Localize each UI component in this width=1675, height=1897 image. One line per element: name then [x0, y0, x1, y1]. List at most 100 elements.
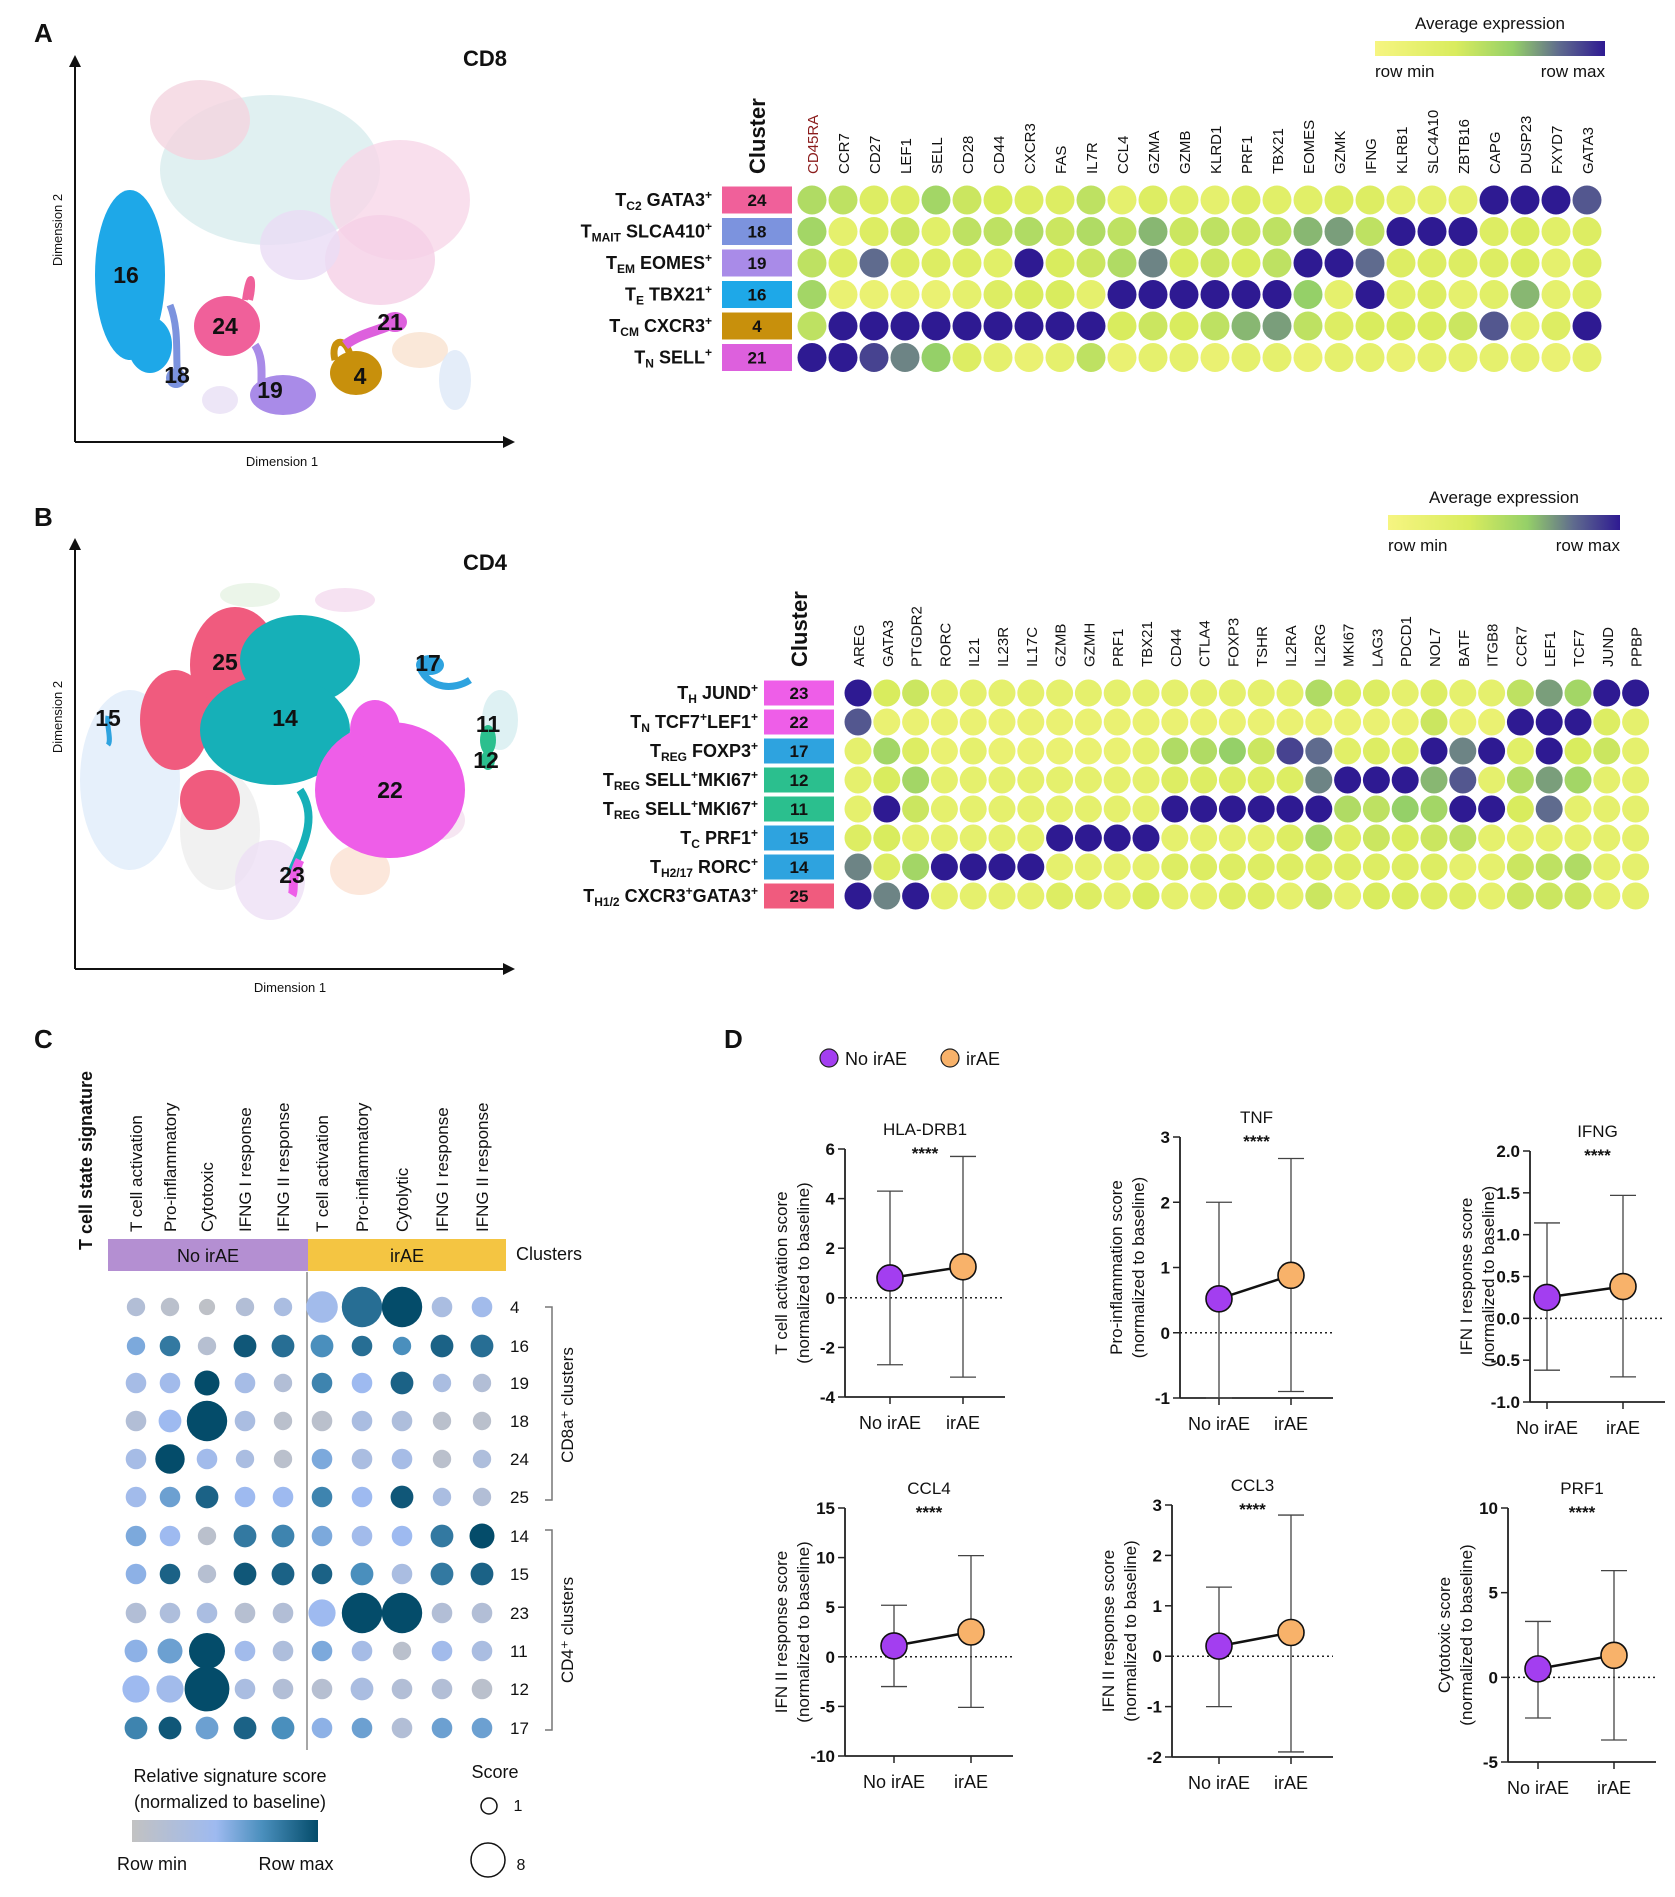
row-label-base: T: [609, 316, 620, 336]
heatmap-dot: [1161, 882, 1189, 910]
signature-dot: [273, 1297, 293, 1317]
row-label: TREG SELL+MKI67+: [603, 768, 758, 793]
y-tick-label: 0: [1153, 1647, 1162, 1666]
heatmap-dot: [1107, 280, 1137, 309]
heatmap-dot: [1247, 679, 1275, 707]
heatmap-dot: [1305, 766, 1333, 794]
signature-dot: [195, 1716, 219, 1740]
heatmap-dot: [930, 795, 958, 823]
heatmap-dot: [1506, 708, 1534, 736]
heatmap-dot: [1449, 737, 1477, 765]
cluster-shape-21: [383, 312, 407, 332]
cluster-box-label: 22: [790, 713, 809, 732]
cluster-shape-24: [194, 296, 260, 356]
signature-dot: [189, 1633, 225, 1669]
heatmap-dot: [828, 185, 858, 215]
heatmap-dot: [1074, 737, 1102, 765]
heatmap-dot: [1014, 185, 1044, 215]
heatmap-dot: [1449, 766, 1477, 794]
cluster-box: [722, 218, 792, 245]
heatmap-dot: [1045, 185, 1075, 215]
heatmap-dot: [1161, 737, 1189, 765]
gene-label: IFNG: [1363, 138, 1380, 174]
gene-label: CD44: [1168, 629, 1185, 667]
heatmap-dot: [1334, 679, 1362, 707]
heatmap-dot: [1103, 795, 1131, 823]
signature-dot: [351, 1717, 373, 1739]
heatmap-dot: [890, 311, 920, 341]
y-title: T cell state signature: [76, 1071, 96, 1250]
heatmap-dot: [1276, 853, 1304, 881]
heatmap-dot: [1132, 679, 1160, 707]
signature-dot: [341, 1592, 383, 1634]
heatmap-dot: [1190, 824, 1218, 852]
chart-title: CCL3: [1231, 1476, 1274, 1495]
heatmap-dot: [1535, 824, 1563, 852]
size-legend-small-label: 1: [514, 1798, 523, 1815]
heatmap-dot: [1449, 882, 1477, 910]
heatmap-dot: [1506, 882, 1534, 910]
heatmap-dot: [1593, 679, 1621, 707]
heatmap-cd4: Average expression row min row max Cluster A…: [583, 488, 1650, 910]
column-label: IFNG II response: [473, 1103, 492, 1232]
point-irae: [1600, 1641, 1628, 1670]
x-tick-label: No irAE: [863, 1772, 925, 1792]
row-label-subscript: E: [636, 294, 644, 308]
row-label-superscript: +: [705, 251, 712, 265]
row-label-marker: LEF1: [707, 712, 751, 732]
legend-max-label: row max: [1541, 62, 1606, 81]
signature-dot: [159, 1486, 181, 1508]
heatmap-dot: [1479, 280, 1509, 309]
heatmap-dot: [1541, 217, 1571, 246]
row-cluster-label: 19: [510, 1374, 529, 1393]
signature-dot: [125, 1410, 147, 1432]
heatmap-dot: [1572, 217, 1602, 246]
y-axis-label: Dimension 2: [50, 194, 65, 266]
heatmap-dot: [1045, 280, 1075, 309]
row-label-superscript: +: [700, 710, 707, 724]
signature-dot: [234, 1678, 256, 1700]
group-band-no-irae: [108, 1239, 308, 1271]
heatmap-dot: [1541, 185, 1571, 215]
legend-label-no-irae: No irAE: [845, 1049, 907, 1069]
heatmap-dot: [890, 280, 920, 309]
heatmap-dot: [1391, 882, 1419, 910]
heatmap-dot: [1247, 853, 1275, 881]
y-tick-label: 0: [1161, 1324, 1170, 1343]
row-cluster-label: 25: [510, 1488, 529, 1507]
heatmap-dot: [1448, 280, 1478, 309]
row-label: TREG SELL+MKI67+: [603, 797, 758, 822]
panel-letter-a: A: [34, 18, 53, 48]
heatmap-dot: [844, 737, 872, 765]
row-label-base: T: [583, 886, 594, 906]
y-tick-label: -10: [810, 1747, 835, 1766]
heatmap-dot: [1386, 280, 1416, 309]
heatmap-dot: [1572, 185, 1602, 215]
heatmap-dot: [1107, 217, 1137, 246]
heatmap-dot: [1510, 280, 1540, 309]
row-label-base: T: [603, 799, 614, 819]
heatmap-dot: [1017, 824, 1045, 852]
heatmap-dot: [1386, 185, 1416, 215]
y-tick-label: -1: [1147, 1698, 1162, 1717]
y-axis-label: IFN II response score: [772, 1551, 791, 1714]
heatmap-dot: [890, 248, 920, 278]
row-label-base: T: [680, 828, 691, 848]
heatmap-dot: [1262, 280, 1292, 309]
x-tick-label: No irAE: [1516, 1418, 1578, 1438]
heatmap-dot: [959, 824, 987, 852]
signature-dot: [470, 1334, 494, 1358]
gene-label: PPBP: [1629, 627, 1646, 667]
signature-dot: [311, 1640, 333, 1662]
cluster-label: 25: [212, 649, 238, 675]
heatmap-dot: [1103, 679, 1131, 707]
legend-colorbar: [1388, 515, 1620, 530]
signature-dot: [233, 1524, 257, 1548]
row-cluster-label: 18: [510, 1412, 529, 1431]
row-label: TN SELL+: [634, 346, 712, 371]
signature-dot: [472, 1449, 492, 1469]
heatmap-dot: [921, 217, 951, 246]
signature-dot: [197, 1526, 217, 1546]
row-label-subscript: REG: [661, 750, 687, 764]
signature-dot: [273, 1411, 293, 1431]
